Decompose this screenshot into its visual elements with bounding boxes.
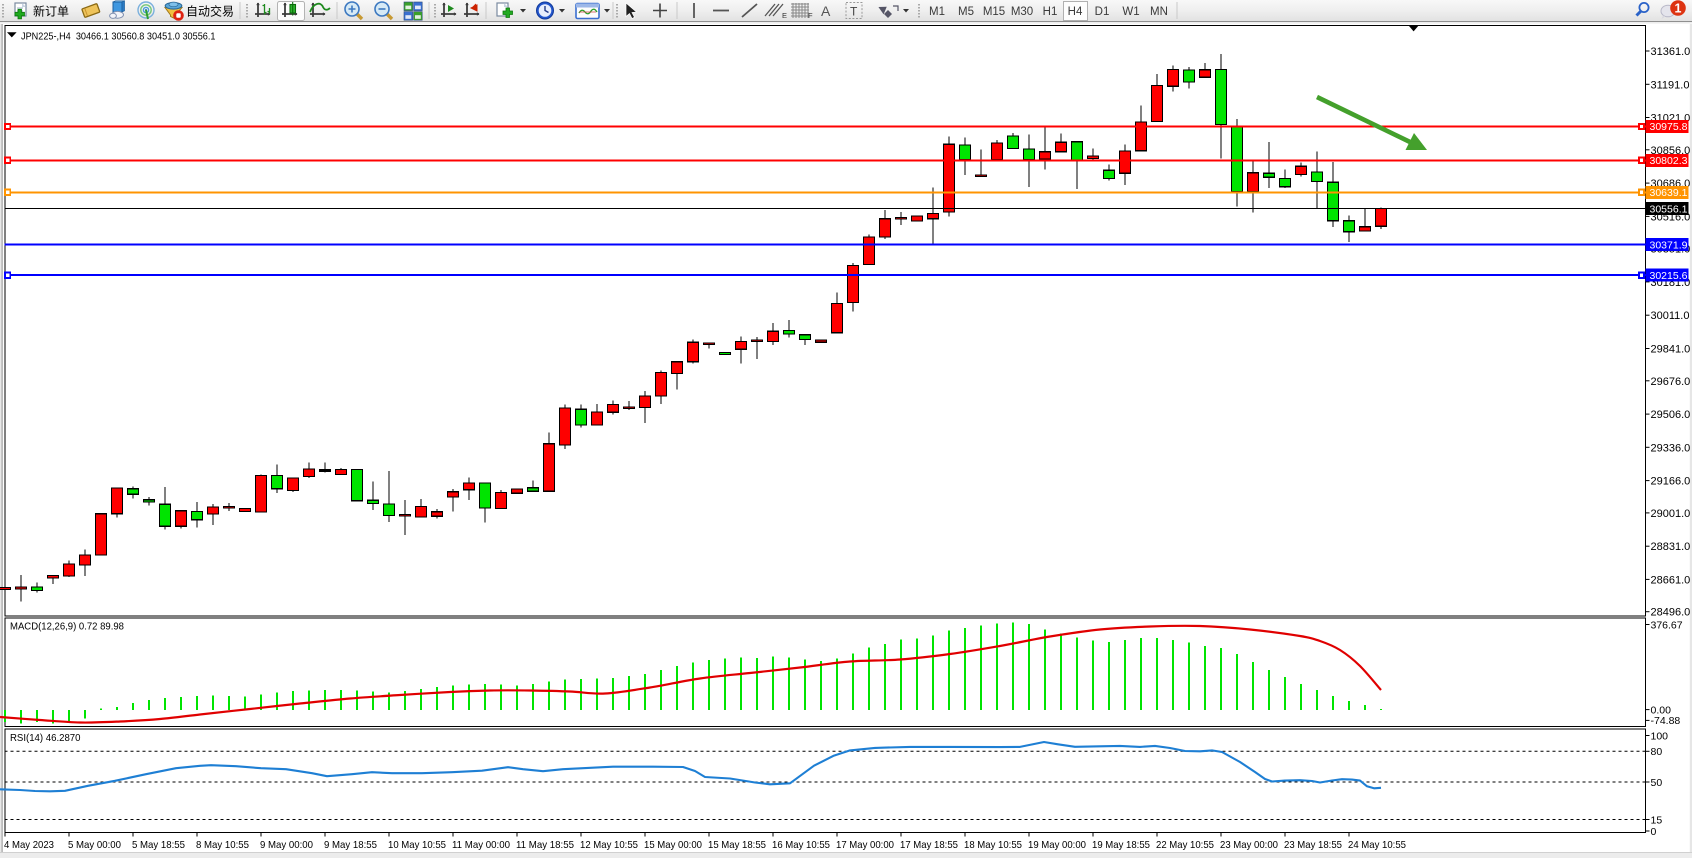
svg-text:W1: W1 — [1122, 6, 1139, 18]
svg-text:29166.0: 29166.0 — [1651, 476, 1691, 488]
svg-text:23 May 18:55: 23 May 18:55 — [1284, 839, 1342, 851]
svg-text:28831.0: 28831.0 — [1651, 541, 1691, 553]
svg-text:30371.9: 30371.9 — [1650, 239, 1688, 251]
svg-text:自动交易: 自动交易 — [186, 4, 234, 19]
svg-text:29001.0: 29001.0 — [1651, 508, 1691, 520]
svg-text:新订单: 新订单 — [33, 4, 69, 19]
svg-text:29676.0: 29676.0 — [1651, 376, 1691, 388]
svg-text:28496.0: 28496.0 — [1651, 607, 1691, 619]
svg-text:30639.1: 30639.1 — [1650, 187, 1688, 199]
svg-text:80: 80 — [1651, 746, 1663, 758]
svg-text:19 May 18:55: 19 May 18:55 — [1092, 839, 1150, 851]
svg-text:5 May 18:55: 5 May 18:55 — [132, 839, 185, 851]
svg-text:D1: D1 — [1095, 6, 1110, 18]
svg-text:M15: M15 — [983, 6, 1005, 18]
svg-text:11 May 00:00: 11 May 00:00 — [452, 839, 510, 851]
svg-text:10 May 10:55: 10 May 10:55 — [388, 839, 446, 851]
svg-text:T: T — [850, 5, 858, 19]
svg-text:24 May 10:55: 24 May 10:55 — [1348, 839, 1406, 851]
svg-text:JPN225-,H4 30466.1 30560.8 30: JPN225-,H4 30466.1 30560.8 30451.0 30556… — [21, 31, 216, 43]
svg-text:9 May 00:00: 9 May 00:00 — [260, 839, 313, 851]
svg-text:A: A — [821, 3, 831, 19]
svg-text:17 May 00:00: 17 May 00:00 — [836, 839, 894, 851]
svg-text:4 May 2023: 4 May 2023 — [4, 839, 54, 851]
svg-text:5 May 00:00: 5 May 00:00 — [68, 839, 121, 851]
svg-text:30556.1: 30556.1 — [1650, 203, 1688, 215]
svg-text:17 May 18:55: 17 May 18:55 — [900, 839, 958, 851]
svg-text:29841.0: 29841.0 — [1651, 344, 1691, 356]
svg-text:-74.88: -74.88 — [1651, 715, 1681, 727]
svg-text:30011.0: 30011.0 — [1651, 310, 1690, 322]
svg-text:11 May 18:55: 11 May 18:55 — [516, 839, 574, 851]
svg-text:E: E — [782, 11, 787, 20]
svg-text:31361.0: 31361.0 — [1651, 46, 1691, 58]
svg-text:29336.0: 29336.0 — [1651, 442, 1691, 454]
svg-text:H4: H4 — [1068, 6, 1083, 18]
svg-text:19 May 00:00: 19 May 00:00 — [1028, 839, 1086, 851]
svg-text:50: 50 — [1651, 777, 1663, 789]
svg-text:M1: M1 — [929, 6, 945, 18]
svg-text:0: 0 — [1651, 826, 1657, 838]
svg-text:1: 1 — [1675, 1, 1682, 15]
svg-text:30975.8: 30975.8 — [1650, 121, 1688, 133]
svg-text:15 May 18:55: 15 May 18:55 — [708, 839, 766, 851]
svg-text:F: F — [808, 11, 813, 20]
svg-text:15 May 00:00: 15 May 00:00 — [644, 839, 702, 851]
svg-text:12 May 10:55: 12 May 10:55 — [580, 839, 638, 851]
svg-text:29506.0: 29506.0 — [1651, 409, 1691, 421]
svg-text:RSI(14) 46.2870: RSI(14) 46.2870 — [10, 732, 81, 744]
svg-text:23 May 00:00: 23 May 00:00 — [1220, 839, 1278, 851]
svg-text:M30: M30 — [1011, 6, 1033, 18]
svg-text:16 May 10:55: 16 May 10:55 — [772, 839, 830, 851]
svg-text:100: 100 — [1651, 730, 1669, 742]
svg-text:M5: M5 — [958, 6, 974, 18]
svg-text:0.00: 0.00 — [1651, 704, 1672, 716]
svg-text:30802.3: 30802.3 — [1650, 155, 1688, 167]
svg-text:376.67: 376.67 — [1651, 619, 1683, 631]
svg-text:31191.0: 31191.0 — [1651, 79, 1690, 91]
svg-text:9 May 18:55: 9 May 18:55 — [324, 839, 377, 851]
svg-text:22 May 10:55: 22 May 10:55 — [1156, 839, 1214, 851]
svg-text:H1: H1 — [1043, 6, 1058, 18]
svg-text:18 May 10:55: 18 May 10:55 — [964, 839, 1022, 851]
svg-text:30215.6: 30215.6 — [1650, 270, 1688, 282]
svg-text:28661.0: 28661.0 — [1651, 574, 1691, 586]
svg-text:15: 15 — [1651, 814, 1663, 826]
svg-text:MN: MN — [1150, 6, 1168, 18]
svg-text:MACD(12,26,9) 0.72 89.98: MACD(12,26,9) 0.72 89.98 — [10, 621, 124, 633]
svg-text:8 May 10:55: 8 May 10:55 — [196, 839, 249, 851]
